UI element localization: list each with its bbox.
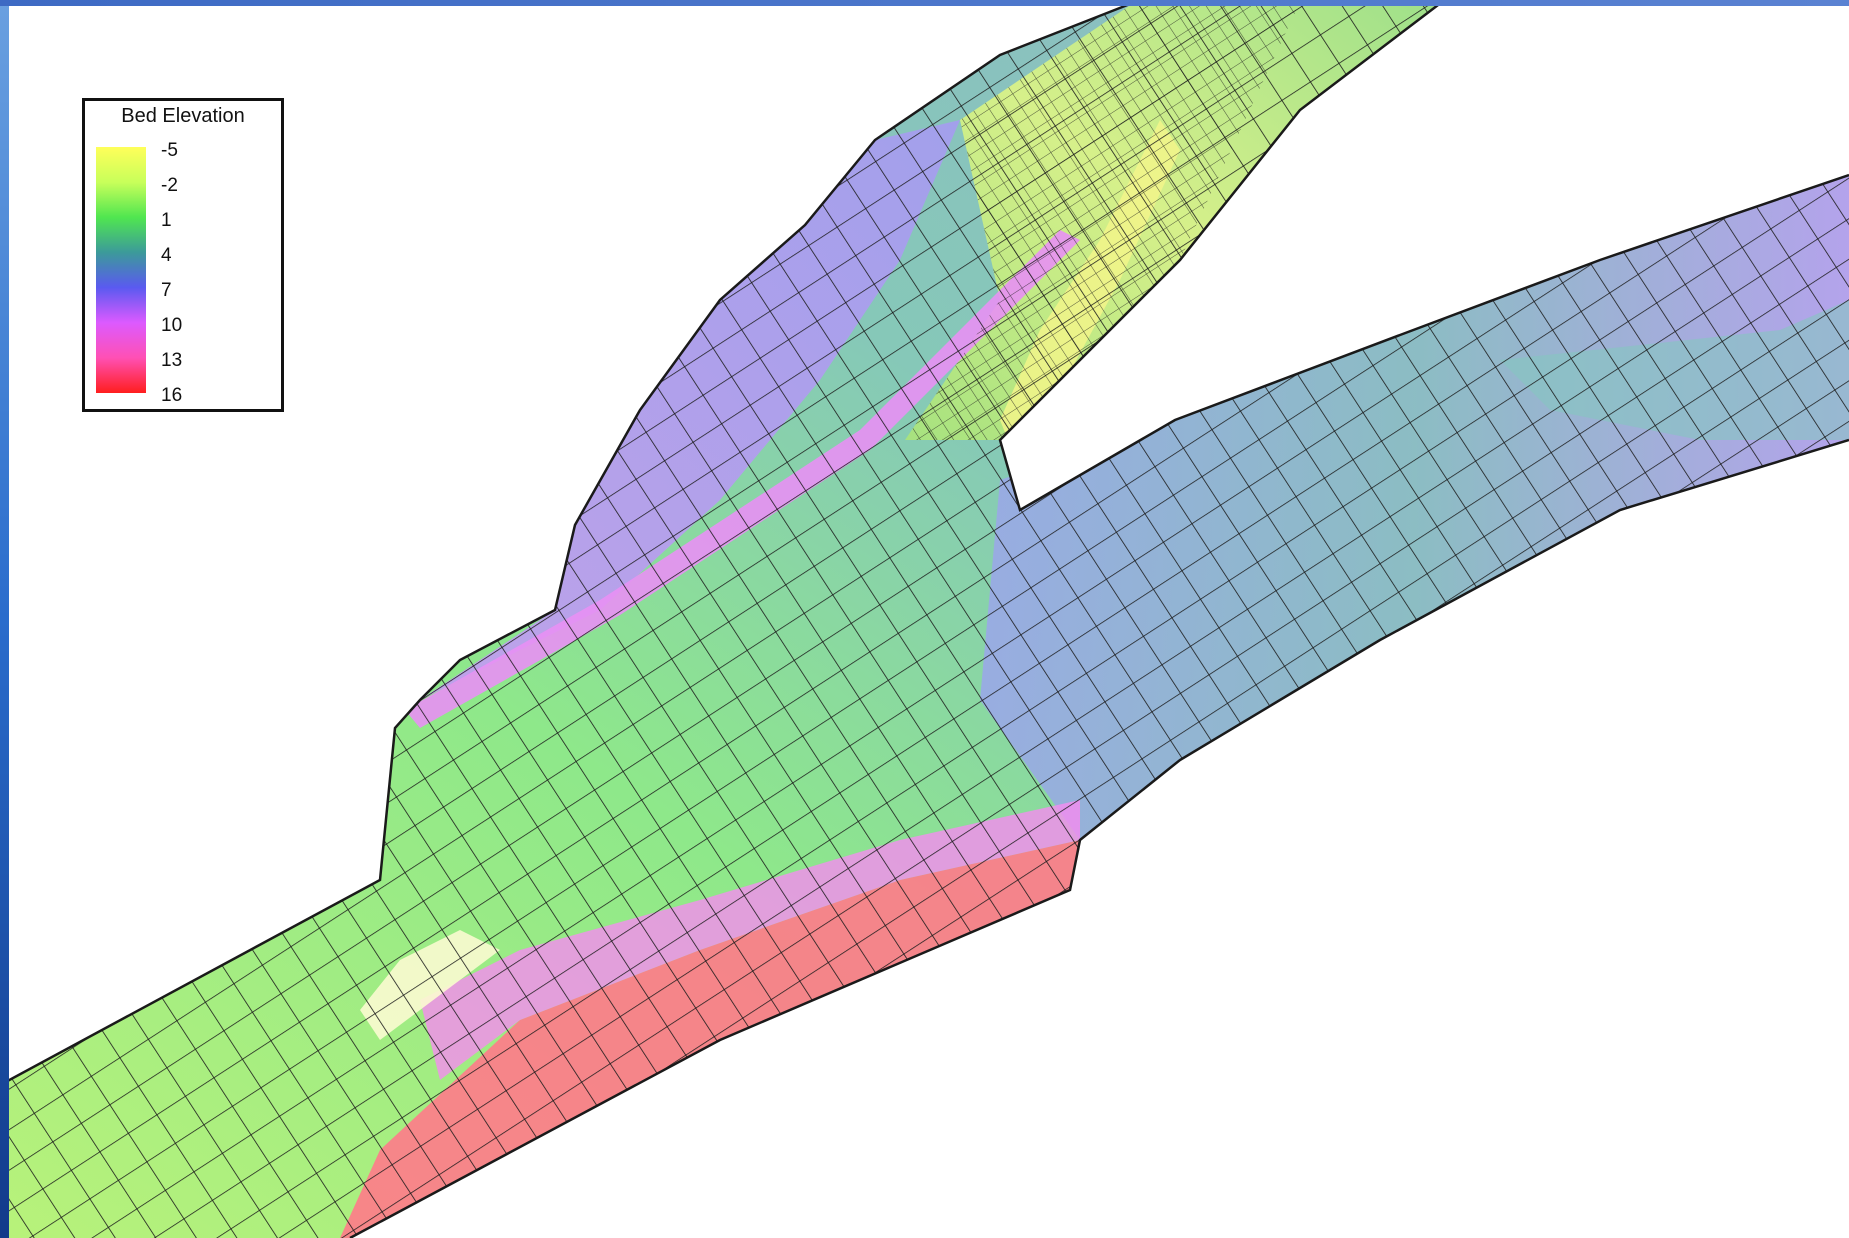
legend: Bed Elevation -5 -2 1 4 7 10 13 bbox=[82, 98, 284, 412]
legend-color-ramp bbox=[96, 147, 146, 393]
legend-label: 10 bbox=[161, 315, 183, 336]
legend-label: -2 bbox=[161, 175, 178, 196]
legend-label: 13 bbox=[161, 350, 183, 371]
legend-label: 16 bbox=[161, 385, 183, 406]
legend-label: 7 bbox=[161, 280, 172, 301]
legend-label: 4 bbox=[161, 245, 172, 266]
legend-label: -5 bbox=[161, 140, 178, 161]
legend-label: 1 bbox=[161, 210, 172, 231]
legend-title: Bed Elevation bbox=[121, 105, 245, 127]
